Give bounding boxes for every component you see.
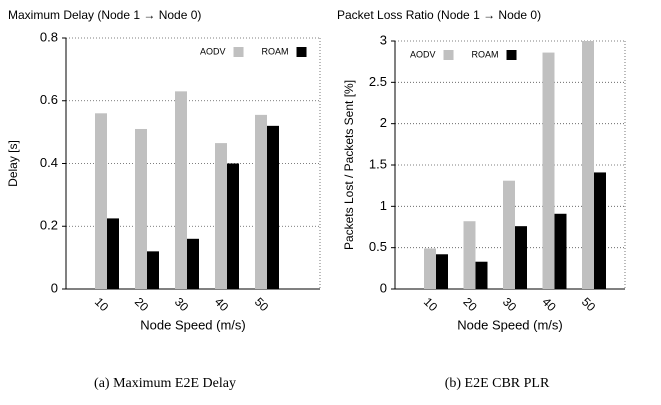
y-tick-label: 2.5	[369, 74, 387, 89]
x-tick-label: 10	[421, 295, 441, 315]
legend-swatch	[296, 47, 307, 57]
x-tick-label: 10	[92, 295, 112, 315]
bar	[267, 125, 279, 289]
bar	[107, 218, 119, 289]
x-tick-label: 40	[539, 295, 559, 315]
y-axis-label: Delay [s]	[6, 140, 20, 187]
y-tick-label: 3	[380, 32, 387, 47]
bar	[175, 91, 187, 290]
bar	[542, 52, 555, 289]
bar	[594, 172, 606, 289]
y-tick-label: 0	[380, 280, 387, 295]
bar	[436, 254, 448, 289]
legend-swatch	[233, 47, 244, 57]
bar	[424, 248, 436, 289]
bar	[215, 143, 227, 289]
bar	[255, 114, 267, 290]
bar	[503, 180, 515, 289]
bar	[475, 261, 488, 289]
chart-title: Maximum Delay (Node 1 → Node 0)	[8, 8, 201, 22]
bar	[463, 221, 476, 289]
y-tick-label: 2	[380, 115, 387, 130]
y-tick-label: 1	[380, 198, 387, 213]
bar	[187, 238, 199, 289]
x-axis-label: Node Speed (m/s)	[457, 317, 563, 332]
y-axis-label: Packets Lost / Packets Sent [%]	[342, 80, 356, 250]
y-tick-label: 0.8	[40, 29, 58, 44]
legend-label: ROAM	[472, 49, 499, 59]
y-tick-label: 0.6	[40, 92, 58, 107]
legend-label: AODV	[200, 46, 226, 56]
x-tick-label: 30	[500, 295, 520, 315]
chart-title: Packet Loss Ratio (Node 1 → Node 0)	[337, 8, 541, 22]
x-tick-label: 30	[172, 295, 192, 315]
bar	[515, 226, 527, 289]
legend-swatch	[443, 50, 454, 60]
legend-label: AODV	[410, 49, 436, 59]
y-tick-label: 0.4	[40, 155, 58, 170]
bar	[135, 128, 147, 289]
x-axis-label: Node Speed (m/s)	[140, 317, 246, 332]
x-tick-label: 50	[252, 295, 272, 315]
x-tick-label: 20	[132, 295, 152, 315]
legend-label: ROAM	[262, 46, 289, 56]
y-tick-label: 0.5	[369, 239, 387, 254]
caption: (b) E2E CBR PLR	[445, 376, 550, 391]
bar	[554, 213, 567, 289]
bar	[95, 113, 107, 289]
bar	[147, 251, 159, 289]
x-tick-label: 50	[579, 295, 599, 315]
caption: (a) Maximum E2E Delay	[94, 376, 236, 391]
x-tick-label: 20	[460, 295, 480, 315]
legend-swatch	[506, 50, 517, 60]
bar	[582, 41, 594, 289]
y-tick-label: 0.2	[40, 218, 58, 233]
y-tick-label: 0	[51, 280, 58, 295]
y-tick-label: 1.5	[369, 156, 387, 171]
x-tick-label: 40	[212, 295, 232, 315]
bar	[227, 163, 239, 289]
